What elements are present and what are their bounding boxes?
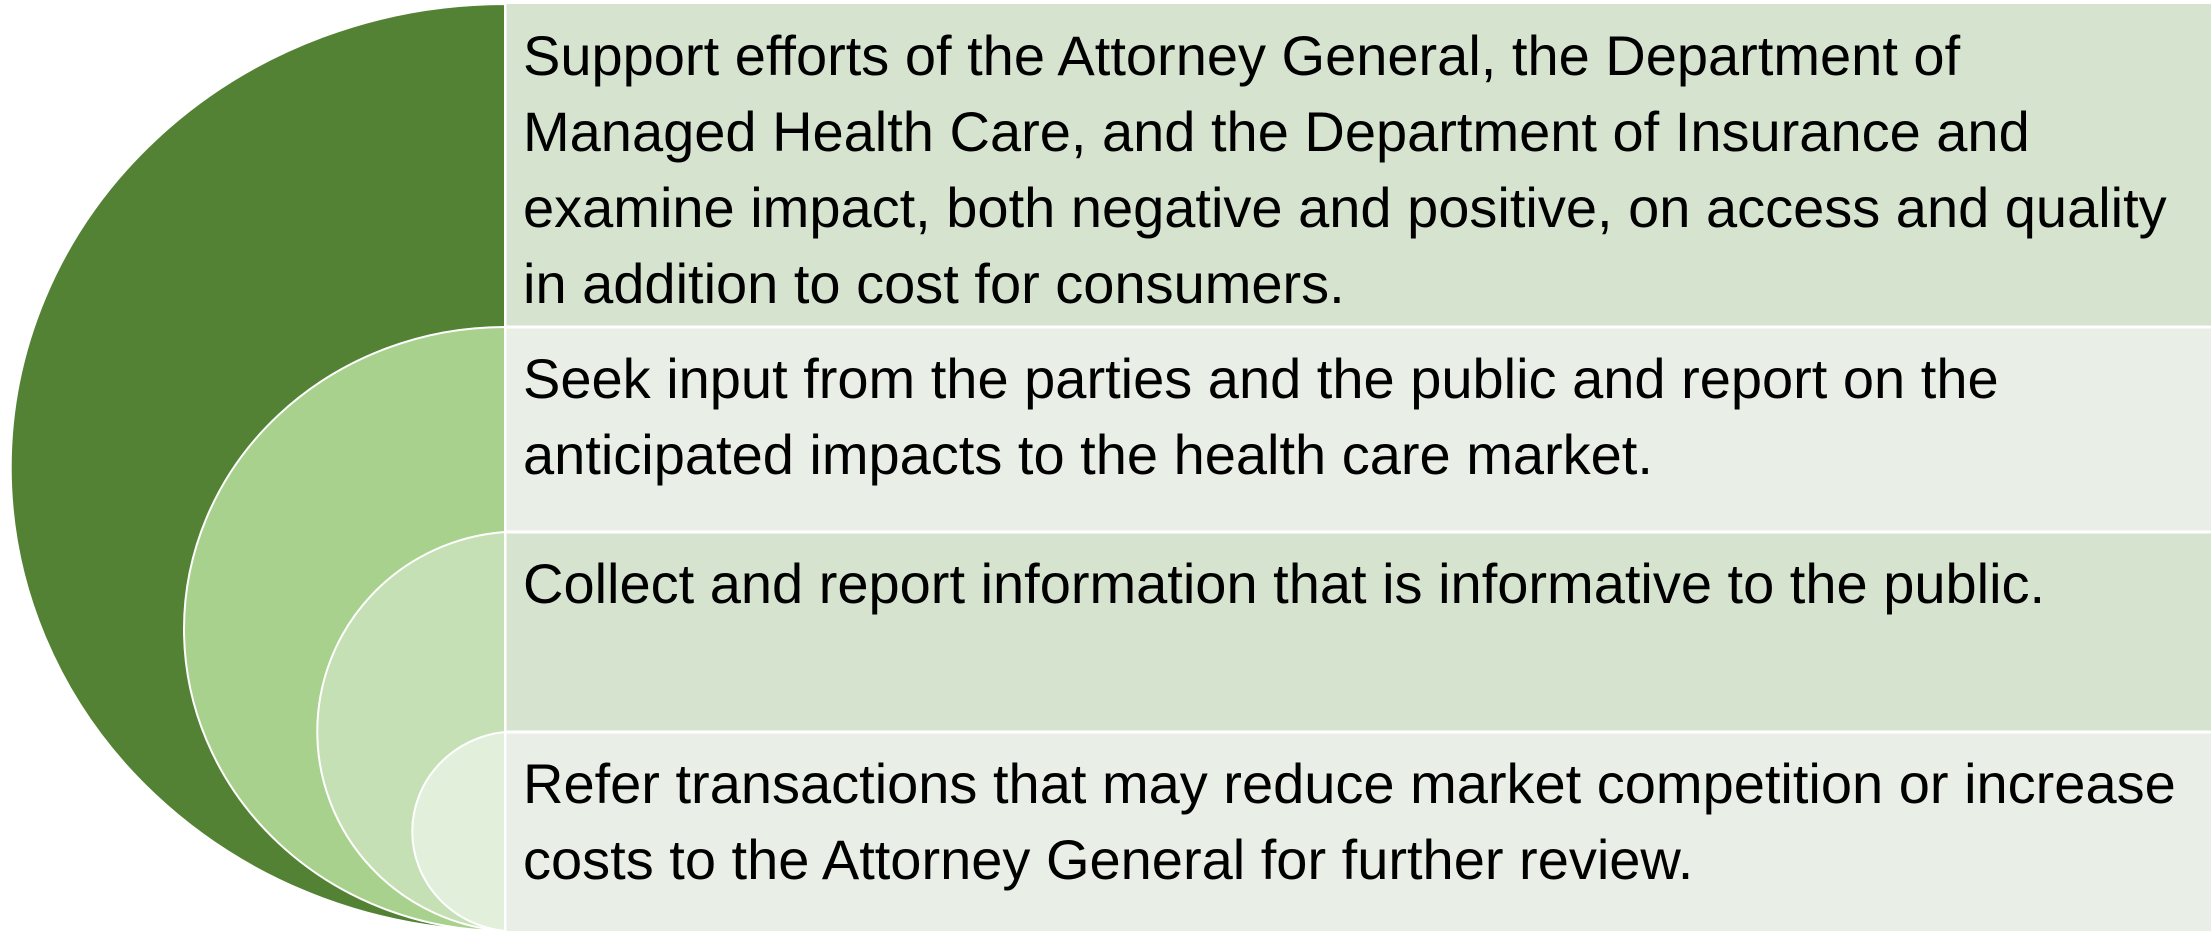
- item-text: Refer transactions that may reduce marke…: [523, 752, 2176, 891]
- item-text: Seek input from the parties and the publ…: [523, 347, 1999, 486]
- row-bg: [505, 4, 2211, 327]
- row-bg: [505, 732, 2211, 931]
- row-bg: [505, 532, 2211, 732]
- arc-4: [411, 730, 506, 931]
- item-text: Support efforts of the Attorney General,…: [523, 24, 2167, 315]
- item-text: Collect and report information that is i…: [523, 552, 2046, 615]
- row-bg: [505, 327, 2211, 532]
